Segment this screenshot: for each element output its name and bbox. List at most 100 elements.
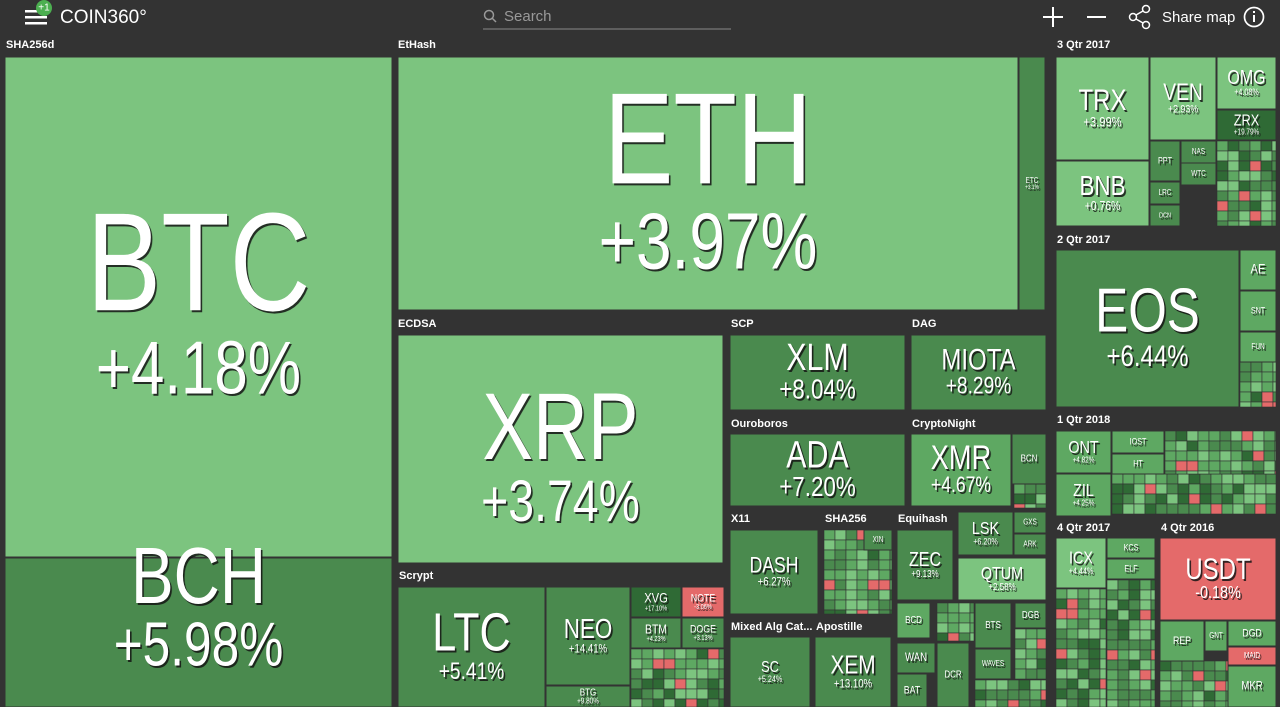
info-button[interactable] xyxy=(1243,6,1265,28)
coin-tile[interactable]: BCN xyxy=(1011,433,1047,485)
tile-bg xyxy=(1055,160,1150,227)
coin-symbol: NAS xyxy=(1192,146,1205,156)
coin-tile[interactable]: DOGE+3.13% xyxy=(681,617,725,649)
logo[interactable]: COIN360° xyxy=(60,7,147,28)
coin-tile[interactable]: USDT-0.18% xyxy=(1159,537,1277,621)
mini-tile xyxy=(641,688,654,700)
coin-tile[interactable]: ZEC+9.13% xyxy=(896,529,954,601)
coin-symbol: DOGE xyxy=(690,624,716,636)
coin-tile[interactable]: BTS xyxy=(974,602,1012,649)
coin-tile[interactable]: BTC+4.18% xyxy=(4,56,393,558)
coin-tile[interactable]: DASH+6.27% xyxy=(729,529,819,615)
coin-tile[interactable]: ARK xyxy=(1013,533,1047,556)
menu-line xyxy=(25,10,47,13)
coin-tile[interactable]: XMR+4.67% xyxy=(910,433,1012,507)
mini-tile xyxy=(845,589,858,601)
coin-tile[interactable]: EOS+6.44% xyxy=(1055,249,1240,408)
mini-tile xyxy=(1077,678,1090,690)
coin-tile[interactable]: QTUM+2.58% xyxy=(957,557,1047,601)
mini-tile xyxy=(1181,690,1194,702)
coin-tile[interactable]: DCR xyxy=(936,642,970,707)
tile-bg xyxy=(1180,162,1217,186)
coin-tile[interactable]: ZRX+19.79% xyxy=(1216,109,1277,141)
coin-tile[interactable]: ETC+3.1% xyxy=(1018,56,1046,311)
mini-tile xyxy=(707,678,720,690)
coin-tile[interactable]: XLM+8.04% xyxy=(729,334,906,411)
group-label: SHA256d xyxy=(6,39,54,51)
coin-tile[interactable]: LSK+6.20% xyxy=(957,511,1014,556)
mini-tile xyxy=(1260,190,1273,202)
mini-tile xyxy=(856,579,869,591)
tile-bg xyxy=(1055,249,1240,408)
mini-tile xyxy=(1249,170,1262,182)
coin-tile[interactable]: BCD xyxy=(896,602,931,639)
coin-tile[interactable]: ZIL+4.25% xyxy=(1055,473,1112,517)
coin-tile[interactable]: SNT xyxy=(1239,290,1277,332)
coin-tile[interactable]: KCS xyxy=(1106,537,1156,559)
coin-tile[interactable]: BCH+5.98% xyxy=(4,531,393,707)
coin-change: +9.80% xyxy=(577,696,599,706)
coin-tile[interactable]: AE xyxy=(1239,249,1277,291)
coin-tile[interactable]: ADA+7.20% xyxy=(729,433,906,507)
tile-bg xyxy=(1055,56,1150,161)
search-box[interactable]: Search xyxy=(483,8,731,30)
coin-tile[interactable]: NOTE-3.06% xyxy=(681,586,725,618)
tile-bg xyxy=(681,617,725,649)
mini-tile xyxy=(1208,440,1221,452)
coin-tile[interactable]: MIOTA+8.29% xyxy=(910,334,1047,411)
coin-tile[interactable]: HT xyxy=(1111,453,1165,475)
zoom-in[interactable] xyxy=(1043,7,1063,27)
coin-tile[interactable]: LRC xyxy=(1149,181,1181,205)
coin-tile[interactable]: DGD xyxy=(1227,620,1277,647)
coin-tile[interactable]: WTC xyxy=(1180,162,1217,186)
mini-tile xyxy=(867,549,880,561)
coin-tile[interactable]: GXS xyxy=(1013,511,1047,534)
coin-tile[interactable]: FUN xyxy=(1239,331,1277,363)
mini-tile xyxy=(1271,140,1277,152)
coin-tile[interactable]: BNB+0.76% xyxy=(1055,160,1150,227)
coin-tile[interactable]: XVG+17.10% xyxy=(630,586,682,618)
coin-tile[interactable]: WAVES xyxy=(974,648,1012,680)
coin-tile[interactable]: OMG+4.08% xyxy=(1216,56,1277,110)
coin-tile[interactable]: DCN xyxy=(1149,204,1181,227)
coin-tile[interactable]: SC+5.24% xyxy=(729,636,811,707)
coin-symbol: ONT xyxy=(1068,438,1098,458)
mini-tile xyxy=(1128,689,1141,701)
coin-tile[interactable]: BTG+9.80% xyxy=(545,685,631,707)
menu-button[interactable] xyxy=(25,10,47,25)
coin-tile[interactable]: NEO+14.41% xyxy=(545,586,631,686)
mini-tile xyxy=(1274,440,1277,452)
mini-tile xyxy=(1260,160,1273,172)
coin-tile[interactable]: MAID xyxy=(1227,646,1277,666)
coin-tile[interactable]: IOST xyxy=(1111,430,1165,454)
coin-tile[interactable]: BAT xyxy=(896,673,928,707)
mini-tile xyxy=(834,609,847,615)
share-button[interactable]: Share map xyxy=(1128,4,1236,30)
coin-tile[interactable]: REP xyxy=(1159,620,1205,662)
coin-tile[interactable]: BTM+4.23% xyxy=(630,617,682,649)
coin-tile[interactable]: XRP+3.74% xyxy=(397,334,724,564)
mini-tile xyxy=(1106,619,1119,631)
mini-tile xyxy=(696,648,709,660)
coin-tile[interactable]: ONT+4.82% xyxy=(1055,430,1112,474)
mini-tile xyxy=(1159,700,1172,707)
mini-tile xyxy=(1055,608,1068,620)
coin-tile[interactable]: ELF xyxy=(1106,558,1156,580)
coin-tile[interactable]: VEN+2.93% xyxy=(1149,56,1217,141)
mini-tile xyxy=(1088,598,1101,610)
coin-tile[interactable]: LTC+5.41% xyxy=(397,586,546,707)
coin-tile[interactable]: XIN xyxy=(863,529,893,551)
coin-tile[interactable]: WAN xyxy=(896,642,936,674)
coin-tile[interactable]: DGB xyxy=(1014,602,1047,629)
coin-tile[interactable]: GNT xyxy=(1204,620,1228,652)
coin-change: +5.24% xyxy=(758,674,783,684)
coin-tile[interactable]: PPT xyxy=(1149,140,1181,182)
coin-tile[interactable]: ICX+4.44% xyxy=(1055,537,1107,589)
coin-tile[interactable]: NAS xyxy=(1180,140,1217,164)
coin-tile[interactable]: XEM+13.10% xyxy=(814,636,892,707)
coin-tile[interactable]: ETH+3.97% xyxy=(397,56,1019,311)
mini-tile xyxy=(1219,430,1232,442)
coin-tile[interactable]: TRX+3.99% xyxy=(1055,56,1150,161)
coin-symbol: DGD xyxy=(1242,628,1262,640)
coin-tile[interactable]: MKR xyxy=(1227,665,1277,707)
